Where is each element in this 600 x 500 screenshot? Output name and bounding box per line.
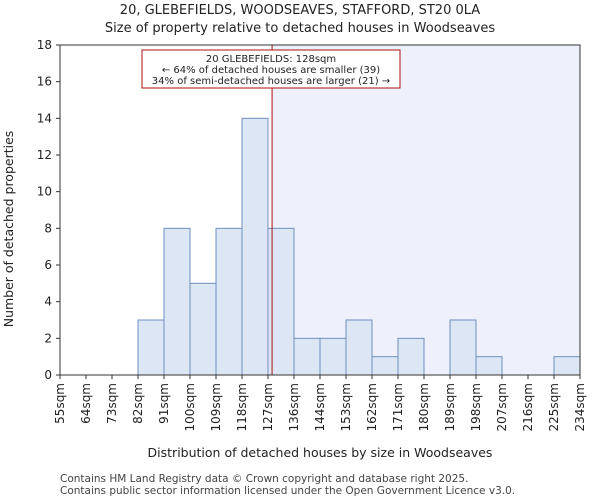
- x-tick-label: 207sqm: [495, 383, 509, 431]
- x-tick-label: 82sqm: [131, 383, 145, 424]
- x-tick-label: 73sqm: [105, 383, 119, 424]
- y-tick-label: 10: [37, 185, 52, 199]
- x-tick-label: 109sqm: [209, 383, 223, 431]
- y-tick-label: 18: [37, 38, 52, 52]
- x-tick-label: 144sqm: [313, 383, 327, 431]
- x-tick-label: 180sqm: [417, 383, 431, 431]
- x-tick-label: 100sqm: [183, 383, 197, 431]
- y-tick-label: 14: [37, 111, 52, 125]
- chart-subtitle: Size of property relative to detached ho…: [105, 21, 495, 36]
- histogram-bar: [345, 319, 373, 376]
- x-tick-label: 55sqm: [53, 383, 67, 424]
- y-axis-label: Number of detached properties: [1, 131, 16, 328]
- x-tick-label: 136sqm: [287, 383, 301, 431]
- x-tick-label: 225sqm: [547, 383, 561, 431]
- histogram-bar: [449, 319, 477, 376]
- y-tick-label: 0: [44, 368, 52, 382]
- histogram-bar: [189, 282, 217, 376]
- histogram-bar: [293, 337, 321, 376]
- x-axis-label: Distribution of detached houses by size …: [148, 445, 493, 460]
- annotation-line-1: 20 GLEBEFIELDS: 128sqm: [206, 54, 336, 65]
- y-tick-label: 6: [44, 258, 52, 272]
- annotation-line-2: ← 64% of detached houses are smaller (39…: [162, 65, 380, 76]
- x-tick-label: 171sqm: [391, 383, 405, 431]
- annotation-box: 20 GLEBEFIELDS: 128sqm ← 64% of detached…: [141, 49, 401, 89]
- histogram-bar: [475, 356, 503, 376]
- x-tick-label: 198sqm: [469, 383, 483, 431]
- histogram-bar: [553, 356, 581, 376]
- x-tick-label: 189sqm: [443, 383, 457, 431]
- plot-frame: [59, 44, 581, 376]
- footer-line-1: Contains HM Land Registry data © Crown c…: [60, 473, 468, 485]
- x-tick-label: 118sqm: [235, 383, 249, 431]
- chart-title: 20, GLEBEFIELDS, WOODSEAVES, STAFFORD, S…: [120, 3, 480, 18]
- annotation-border: [141, 49, 401, 89]
- histogram-bar: [397, 337, 425, 376]
- y-tick-label: 2: [44, 331, 52, 345]
- histogram-bar: [371, 356, 399, 376]
- y-tick-label: 4: [44, 295, 52, 309]
- y-tick-label: 16: [37, 75, 52, 89]
- histogram-bar: [163, 227, 191, 376]
- x-tick-label: 216sqm: [521, 383, 535, 431]
- x-tick-label: 234sqm: [573, 383, 587, 431]
- histogram-bar: [137, 319, 165, 376]
- histogram-bar: [319, 337, 347, 376]
- y-tick-label: 8: [44, 221, 52, 235]
- larger-region-shade: [272, 45, 580, 375]
- annotation-line-3: 34% of semi-detached houses are larger (…: [152, 76, 390, 87]
- x-tick-label: 64sqm: [79, 383, 93, 424]
- x-tick-label: 127sqm: [261, 383, 275, 431]
- x-tick-label: 162sqm: [365, 383, 379, 431]
- histogram-bar: [241, 117, 269, 376]
- x-tick-label: 91sqm: [157, 383, 171, 424]
- histogram-bar: [215, 227, 243, 376]
- y-tick-label: 12: [37, 148, 52, 162]
- footer-line-2: Contains public sector information licen…: [60, 485, 515, 497]
- x-tick-label: 153sqm: [339, 383, 353, 431]
